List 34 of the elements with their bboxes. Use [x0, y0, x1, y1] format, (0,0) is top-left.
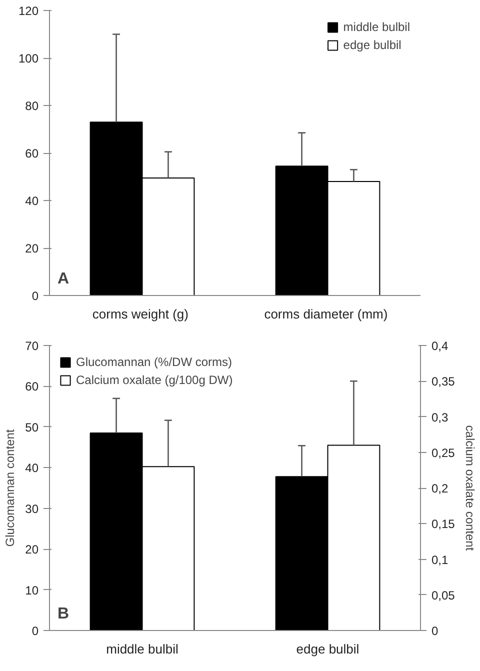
x-tick-label: corms weight (g) — [92, 306, 188, 322]
y-tick-label: 40 — [25, 194, 39, 208]
y2-tick-label: 0,25 — [432, 446, 456, 460]
y-tick-label: 100 — [18, 52, 39, 66]
x-tick-label: corms diameter (mm) — [264, 306, 388, 322]
y-tick-label: 0 — [32, 289, 39, 303]
y-tick-label: 60 — [25, 146, 39, 160]
y-axis-title: Glucomannan content — [3, 428, 18, 547]
y2-tick-label: 0 — [432, 624, 438, 638]
y-tick-label: 120 — [18, 4, 39, 18]
y-tick-label: 50 — [25, 420, 39, 434]
y2-axis-title: calcium oxalate content — [462, 425, 477, 552]
legend-label: Calcium oxalate (g/100g DW) — [76, 373, 233, 387]
legend-label: Glucomannan (%/DW corms) — [76, 355, 232, 369]
y2-tick-label: 0,05 — [432, 588, 456, 602]
y2-tick-label: 0,15 — [432, 517, 456, 532]
y-tick-label: 40 — [25, 461, 39, 476]
y-tick-label: 20 — [25, 542, 39, 557]
y2-tick-label: 0,2 — [432, 482, 449, 496]
y-tick-label: 80 — [25, 99, 39, 113]
y2-tick-label: 0,35 — [432, 374, 456, 389]
annotation: A — [58, 270, 70, 288]
y-tick-label: 20 — [25, 242, 39, 256]
y-tick-label: 60 — [25, 380, 39, 394]
y-tick-label: 0 — [32, 624, 39, 638]
y-tick-label: 10 — [25, 583, 39, 598]
legend-label: edge bulbil — [343, 38, 402, 52]
y2-tick-label: 0,3 — [432, 410, 449, 424]
y-tick-label: 70 — [25, 339, 39, 353]
annotation: B — [58, 606, 70, 622]
y-tick-label: 30 — [25, 502, 39, 516]
legend-label: middle bulbil — [343, 20, 410, 34]
y2-tick-label: 0,1 — [432, 552, 449, 567]
y2-tick-label: 0,4 — [432, 339, 449, 353]
